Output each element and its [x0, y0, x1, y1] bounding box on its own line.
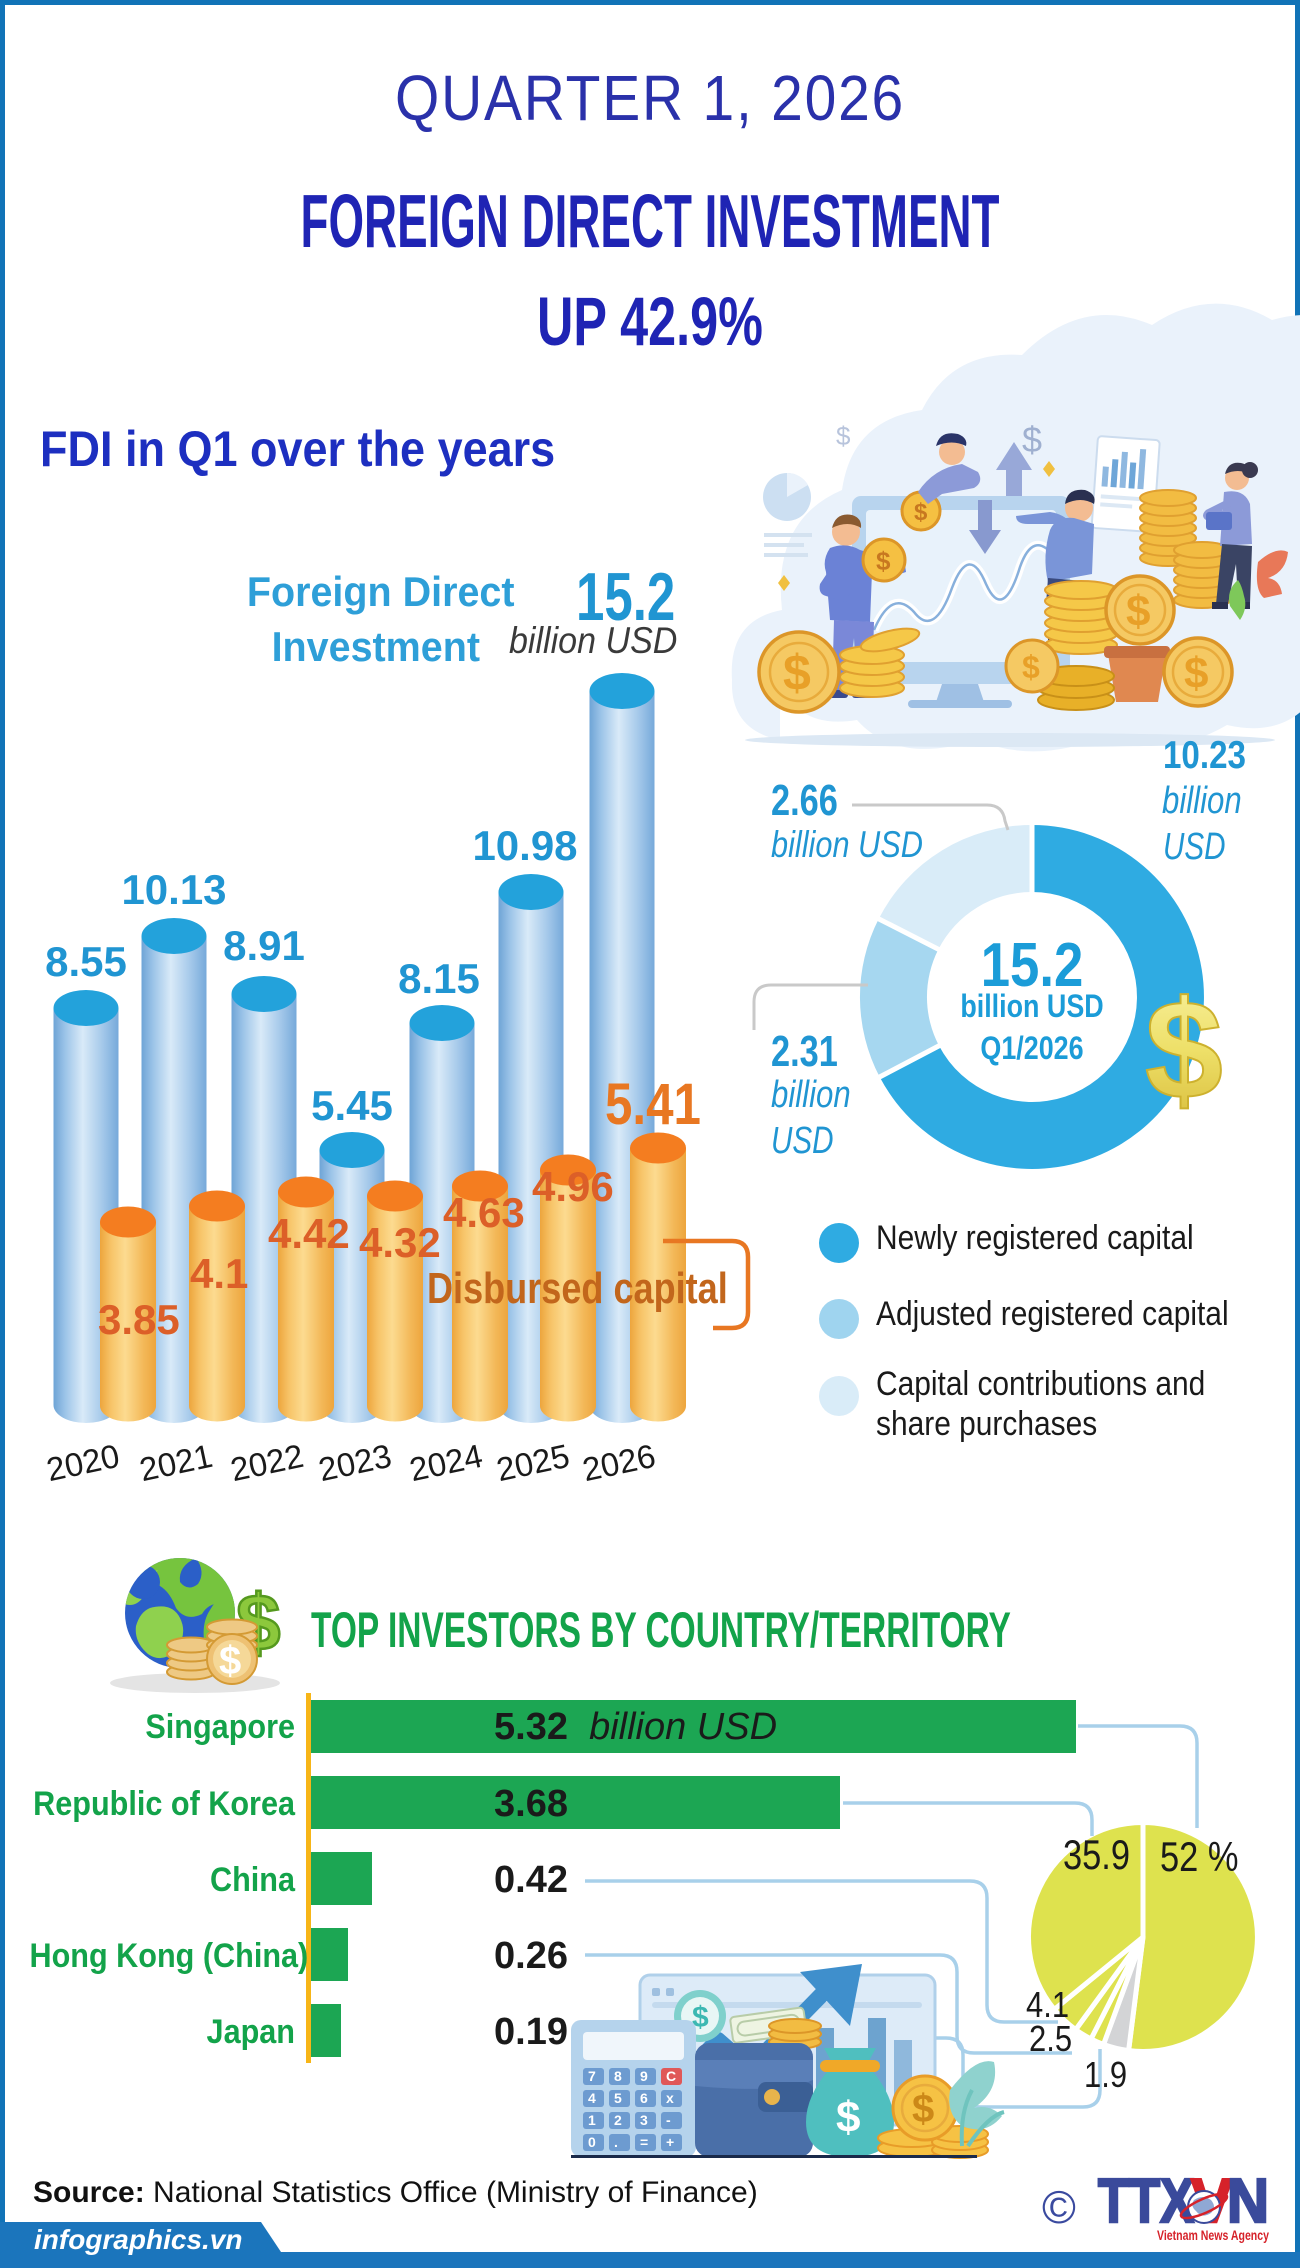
svg-text:$: $ — [1022, 649, 1040, 685]
svg-text:$: $ — [1126, 587, 1150, 636]
svg-text:$: $ — [1145, 971, 1223, 1128]
svg-text:N: N — [1227, 2167, 1269, 2236]
svg-text:C: C — [666, 2068, 676, 2084]
svg-text:$: $ — [219, 1639, 241, 1683]
svg-text:+: + — [666, 2134, 674, 2150]
svg-text:5: 5 — [614, 2090, 622, 2106]
svg-text:Vietnam News Agency: Vietnam News Agency — [1157, 2227, 1269, 2243]
svg-text:$: $ — [1184, 649, 1208, 698]
svg-text:0: 0 — [588, 2134, 596, 2150]
svg-text:4: 4 — [588, 2090, 596, 2106]
svg-text:TTX: TTX — [1098, 2167, 1194, 2236]
svg-text:2: 2 — [614, 2112, 622, 2128]
svg-text:1: 1 — [588, 2112, 596, 2128]
svg-text:x: x — [666, 2090, 674, 2106]
svg-text:$: $ — [692, 2001, 709, 2034]
svg-text:3: 3 — [640, 2112, 648, 2128]
svg-text:=: = — [640, 2134, 648, 2150]
svg-text:7: 7 — [588, 2068, 596, 2084]
svg-text:$: $ — [912, 2087, 934, 2131]
svg-text:$: $ — [876, 546, 891, 576]
svg-text:$: $ — [783, 645, 811, 701]
svg-text:©: © — [1042, 2181, 1076, 2233]
svg-text:6: 6 — [640, 2090, 648, 2106]
svg-text:.: . — [614, 2134, 618, 2150]
svg-text:8: 8 — [614, 2068, 622, 2084]
svg-text:9: 9 — [640, 2068, 648, 2084]
svg-text:$: $ — [836, 2093, 860, 2142]
svg-text:-: - — [666, 2112, 671, 2128]
svg-text:$: $ — [1022, 419, 1042, 460]
svg-text:$: $ — [836, 421, 851, 451]
svg-text:$: $ — [914, 499, 928, 526]
